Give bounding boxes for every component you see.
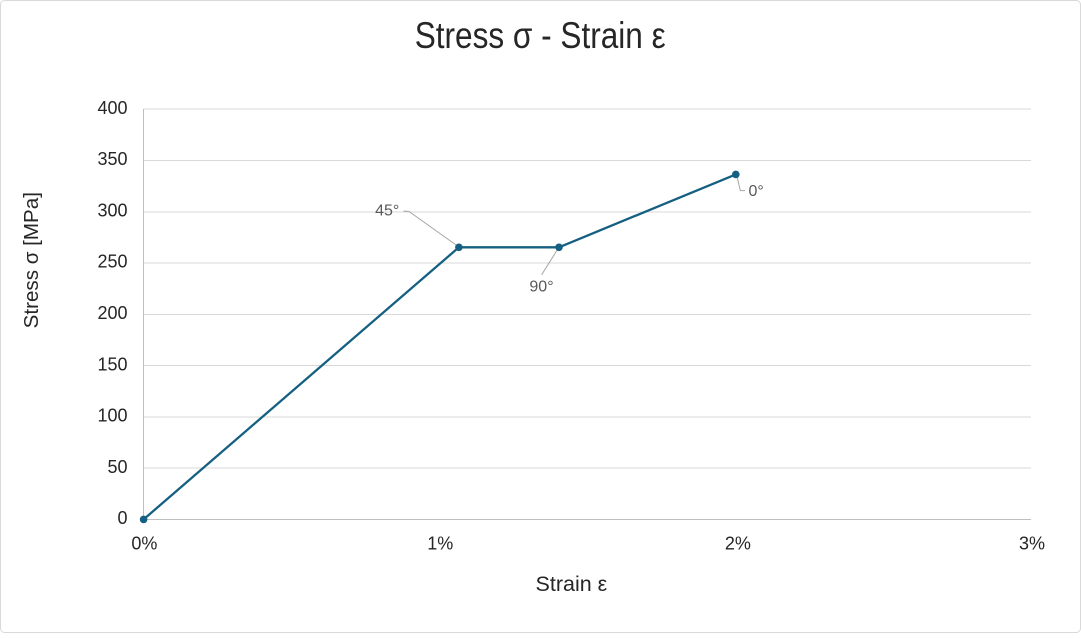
svg-text:2%: 2% [725,533,751,553]
svg-text:400: 400 [97,98,127,118]
svg-text:100: 100 [97,406,127,426]
svg-text:200: 200 [97,303,127,323]
svg-text:45°: 45° [375,203,399,220]
svg-text:Stress σ [MPa]: Stress σ [MPa] [20,192,43,328]
svg-text:150: 150 [97,354,127,374]
svg-text:3%: 3% [1019,533,1045,553]
svg-text:0°: 0° [749,183,764,200]
svg-text:1%: 1% [427,533,453,553]
svg-text:250: 250 [97,252,127,272]
svg-text:0%: 0% [131,533,157,553]
svg-text:350: 350 [97,149,127,169]
svg-text:90°: 90° [529,279,553,296]
svg-text:50: 50 [107,457,127,477]
svg-text:300: 300 [97,201,127,221]
svg-text:Strain ε: Strain ε [536,572,608,596]
svg-text:0: 0 [117,508,127,528]
svg-text:Stress σ - Strain ε: Stress σ - Strain ε [415,15,666,56]
